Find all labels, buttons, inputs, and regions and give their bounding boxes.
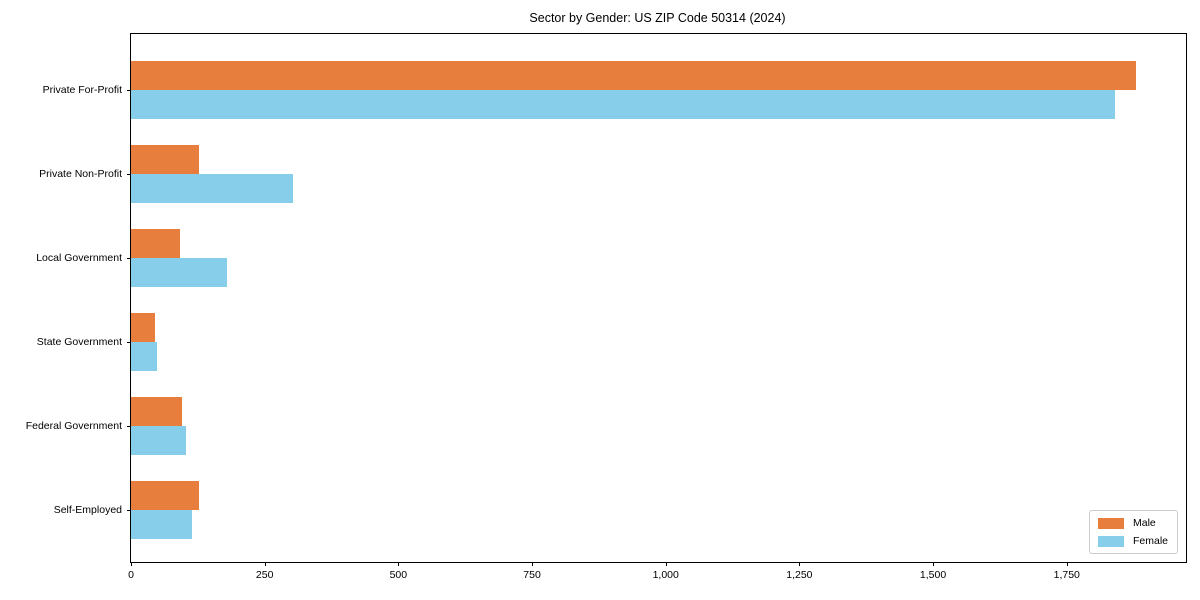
y-tick-mark [127, 258, 131, 259]
x-tick-label: 250 [255, 569, 274, 581]
y-tick-mark [127, 90, 131, 91]
bar-male-private-for-profit [131, 61, 1137, 90]
bar-male-state-government [131, 313, 156, 342]
y-axis-label: Private For-Profit [42, 84, 122, 96]
legend-item-female: Female [1097, 535, 1168, 547]
legend-label: Female [1132, 535, 1168, 547]
y-axis-label: Private Non-Profit [39, 168, 122, 180]
x-tick-mark [1066, 562, 1068, 566]
bar-male-private-non-profit [131, 145, 199, 174]
x-tick-mark [532, 562, 534, 566]
chart-title: Sector by Gender: US ZIP Code 50314 (202… [529, 11, 786, 25]
bar-female-private-non-profit [131, 174, 294, 203]
y-tick-mark [127, 510, 131, 511]
x-tick-mark [665, 562, 667, 566]
legend-label: Male [1132, 517, 1156, 529]
x-tick-label: 1,250 [786, 569, 813, 581]
legend-item-male: Male [1097, 517, 1168, 529]
x-tick-label: 750 [523, 569, 541, 581]
legend: Male Female [1088, 510, 1178, 554]
bar-female-state-government [131, 342, 157, 371]
x-tick-label: 0 [128, 569, 134, 581]
x-tick-label: 1,500 [919, 569, 947, 581]
bar-male-self-employed [131, 481, 200, 510]
x-tick-mark [933, 562, 935, 566]
bar-female-private-for-profit [131, 90, 1115, 119]
x-tick-label: 500 [389, 569, 408, 581]
bar-female-self-employed [131, 510, 193, 539]
bar-male-federal-government [131, 397, 182, 426]
plot-area: Private For-Profit Private Non-Profit Loca… [26, 33, 1187, 581]
y-axis-label: Self-Employed [53, 504, 122, 516]
x-tick-label: 1,000 [652, 569, 679, 581]
x-tick-mark [131, 562, 132, 566]
y-tick-mark [127, 342, 131, 343]
y-axis-label: Federal Government [25, 420, 122, 432]
y-axis-label: Local Government [36, 252, 122, 264]
legend-swatch-female [1097, 535, 1124, 547]
x-tick-mark [799, 562, 801, 566]
y-axis-label: State Government [36, 336, 122, 348]
bar-female-local-government [131, 258, 227, 287]
bar-male-local-government [131, 229, 180, 258]
bar-female-federal-government [131, 426, 186, 455]
x-tick-label: 1,750 [1053, 569, 1080, 581]
x-tick-mark [398, 562, 400, 566]
y-tick-mark [127, 426, 131, 427]
x-tick-mark [264, 562, 266, 566]
y-tick-mark [127, 174, 131, 175]
legend-swatch-male [1097, 517, 1124, 529]
